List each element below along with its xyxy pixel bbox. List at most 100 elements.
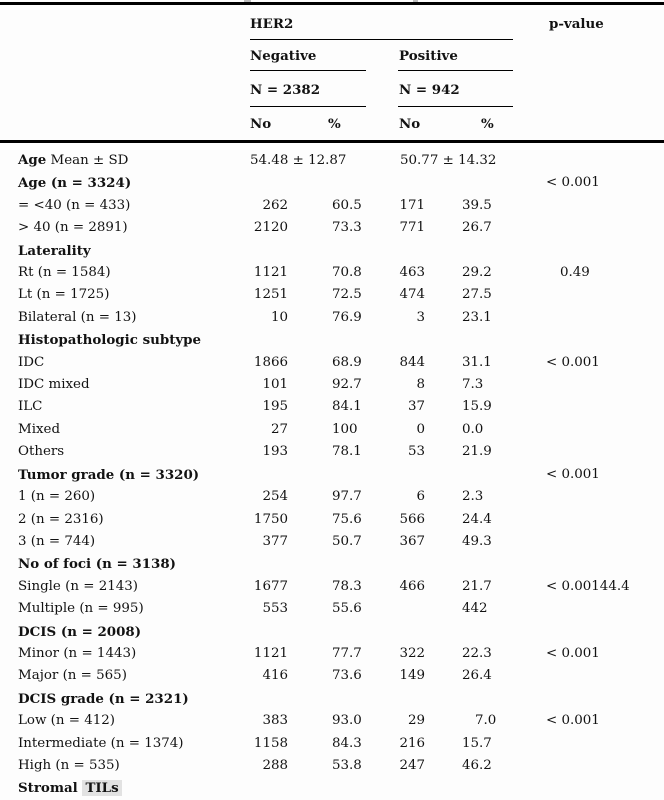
row-label: 3 (n = 744) — [18, 533, 96, 549]
p-value-cell — [510, 509, 664, 531]
row-label: > 40 (n = 2891) — [18, 220, 128, 236]
positive-no-cell — [395, 240, 430, 262]
negative-pct-cell: 70.8 — [332, 265, 362, 281]
positive-pct-cell: 0.0 — [462, 421, 484, 437]
positive-no-cell — [395, 553, 430, 575]
negative-pct-cell: 72.5 — [332, 287, 362, 303]
positive-pct-cell: 22.3 — [462, 645, 492, 661]
positive-mean-value: 50.77 ± 14.32 — [400, 152, 497, 168]
negative-no-cell: 1677 — [253, 578, 288, 594]
row-label: IDC — [18, 354, 45, 370]
negative-no-cell: 10 — [270, 309, 288, 325]
p-value-cell — [510, 553, 664, 575]
row-label-bold-part: Stromal — [18, 780, 83, 797]
negative-no-cell — [250, 464, 290, 486]
positive-no-cell: 29 — [407, 713, 425, 729]
positive-no-cell: 171 — [399, 197, 425, 213]
negative-no-cell: 1750 — [253, 511, 288, 527]
positive-pct-cell — [430, 621, 510, 643]
table-row: Rt (n = 1584) 1121 70.8 463 29.2 0.49 — [0, 262, 664, 284]
positive-no-cell: 463 — [399, 265, 425, 281]
positive-pct-cell: 24.4 — [462, 511, 492, 527]
positive-pct-cell: 7.3 — [462, 377, 484, 393]
row-label-bold-part: Age — [18, 152, 47, 168]
row-label: Mixed — [18, 421, 61, 437]
positive-no-cell: 367 — [399, 533, 425, 549]
positive-pct-cell: 27.5 — [462, 287, 492, 303]
table-row: 3 (n = 744) 377 50.7 367 49.3 — [0, 531, 664, 553]
row-label: Tumor grade (n = 3320) — [18, 466, 200, 483]
group-header-row: DCIS grade (n = 2321) — [0, 688, 664, 710]
positive-no-cell — [395, 621, 430, 643]
table-row: Lt (n = 1725) 1251 72.5 474 27.5 — [0, 284, 664, 306]
negative-pct-cell: 78.3 — [332, 578, 362, 594]
positive-no-cell: 216 — [399, 735, 425, 751]
p-value-cell — [510, 665, 664, 687]
negative-pct-cell: 92.7 — [332, 377, 362, 393]
p-value-cell — [510, 419, 664, 441]
row-label: Bilateral (n = 13) — [18, 309, 137, 325]
table-row: Intermediate (n = 1374) 1158 84.3 216 15.7 — [0, 733, 664, 755]
positive-pct-cell: 46.2 — [462, 757, 492, 773]
caption-fragment — [244, 0, 251, 2]
positive-no-cell: 844 — [399, 354, 425, 370]
positive-no-cell: 566 — [399, 511, 425, 527]
positive-pct-cell — [430, 172, 510, 194]
positive-pct-cell: 26.4 — [462, 668, 492, 684]
negative-rule — [250, 70, 366, 72]
negative-no-cell: 416 — [262, 668, 288, 684]
negative-no-cell: 553 — [262, 601, 288, 617]
negative-no-cell: 262 — [262, 197, 288, 213]
p-value-cell — [510, 755, 664, 777]
p-value-cell: < 0.001 — [546, 645, 600, 661]
negative-no-cell: 193 — [262, 444, 288, 460]
row-label: DCIS grade (n = 2321) — [18, 690, 189, 707]
positive-pct-cell: 21.7 — [462, 578, 492, 594]
row-label: Others — [18, 444, 65, 460]
table-row: = <40 (n = 433) 262 60.5 171 39.5 — [0, 195, 664, 217]
negative-pct-cell: 84.3 — [332, 735, 362, 751]
table-row: Multiple (n = 995) 553 55.6 442 — [0, 598, 664, 620]
positive-no-cell: 8 — [416, 377, 425, 393]
positive-no-cell: 466 — [399, 578, 425, 594]
positive-pct-cell: 29.2 — [462, 265, 492, 281]
negative-pct-cell: 76.9 — [332, 309, 362, 325]
negative-no-cell: 2120 — [253, 220, 288, 236]
p-value-cell: < 0.001 — [546, 175, 600, 191]
row-label: 2 (n = 2316) — [18, 511, 104, 527]
negative-no-cell: 254 — [262, 489, 288, 505]
row-label: No of foci (n = 3138) — [18, 556, 177, 573]
positive-no-cell: 6 — [416, 489, 425, 505]
negative-no-cell: 27 — [270, 421, 288, 437]
negative-pct-cell: 77.7 — [332, 645, 362, 661]
positive-pct-cell: 49.3 — [462, 533, 492, 549]
row-label: Age (n = 3324) — [18, 175, 132, 192]
p-value-cell — [510, 733, 664, 755]
positive-no-cell — [395, 172, 430, 194]
positive-no-cell: 37 — [407, 399, 425, 415]
group-header-row: Laterality — [0, 240, 664, 262]
p-value-cell — [510, 396, 664, 418]
caption-fragment — [413, 0, 418, 2]
positive-no-cell: 771 — [399, 220, 425, 236]
negative-no-cell: 1866 — [253, 354, 288, 370]
group-header-row: DCIS (n = 2008) — [0, 621, 664, 643]
row-label: IDC mixed — [18, 377, 90, 393]
row-label: Minor (n = 1443) — [18, 645, 137, 661]
highlighted-label-part: TILs — [82, 780, 122, 797]
negative-pct-cell — [290, 464, 395, 486]
row-label: Laterality — [18, 242, 91, 259]
row-label: 1 (n = 260) — [18, 489, 96, 505]
table-row: Mixed 27 100 0 0.0 — [0, 419, 664, 441]
positive-pct-header: % — [481, 116, 494, 132]
p-value-cell: < 0.001 — [546, 466, 600, 482]
p-value-cell — [510, 486, 664, 508]
p-value-column-header: p-value — [549, 16, 604, 32]
positive-no-cell: 53 — [407, 444, 425, 460]
positive-no-cell: 0 — [416, 421, 425, 437]
table-row: Low (n = 412) 383 93.0 29 7.0 < 0.001 — [0, 710, 664, 732]
table-row: Minor (n = 1443) 1121 77.7 322 22.3 < 0.001 — [0, 643, 664, 665]
row-label: Histopathologic subtype — [18, 332, 202, 349]
row-label: High (n = 535) — [18, 757, 120, 773]
